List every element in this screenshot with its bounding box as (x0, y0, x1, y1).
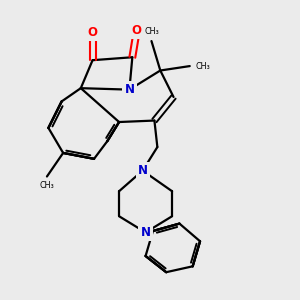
Text: N: N (141, 226, 151, 239)
Text: N: N (138, 164, 148, 177)
Text: O: O (132, 24, 142, 37)
Text: CH₃: CH₃ (144, 27, 159, 36)
Text: CH₃: CH₃ (195, 61, 210, 70)
Text: N: N (124, 83, 134, 96)
Text: O: O (88, 26, 98, 39)
Text: CH₃: CH₃ (40, 181, 54, 190)
